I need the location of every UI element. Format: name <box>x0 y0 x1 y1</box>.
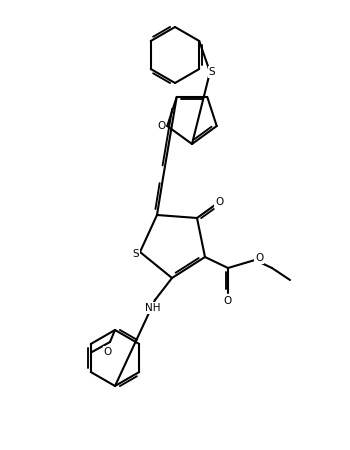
Text: O: O <box>157 121 166 131</box>
Text: S: S <box>133 249 139 259</box>
Text: NH: NH <box>145 303 161 313</box>
Text: O: O <box>255 253 263 263</box>
Text: S: S <box>209 67 215 77</box>
Text: O: O <box>224 296 232 306</box>
Text: O: O <box>104 347 112 357</box>
Text: O: O <box>215 197 223 207</box>
